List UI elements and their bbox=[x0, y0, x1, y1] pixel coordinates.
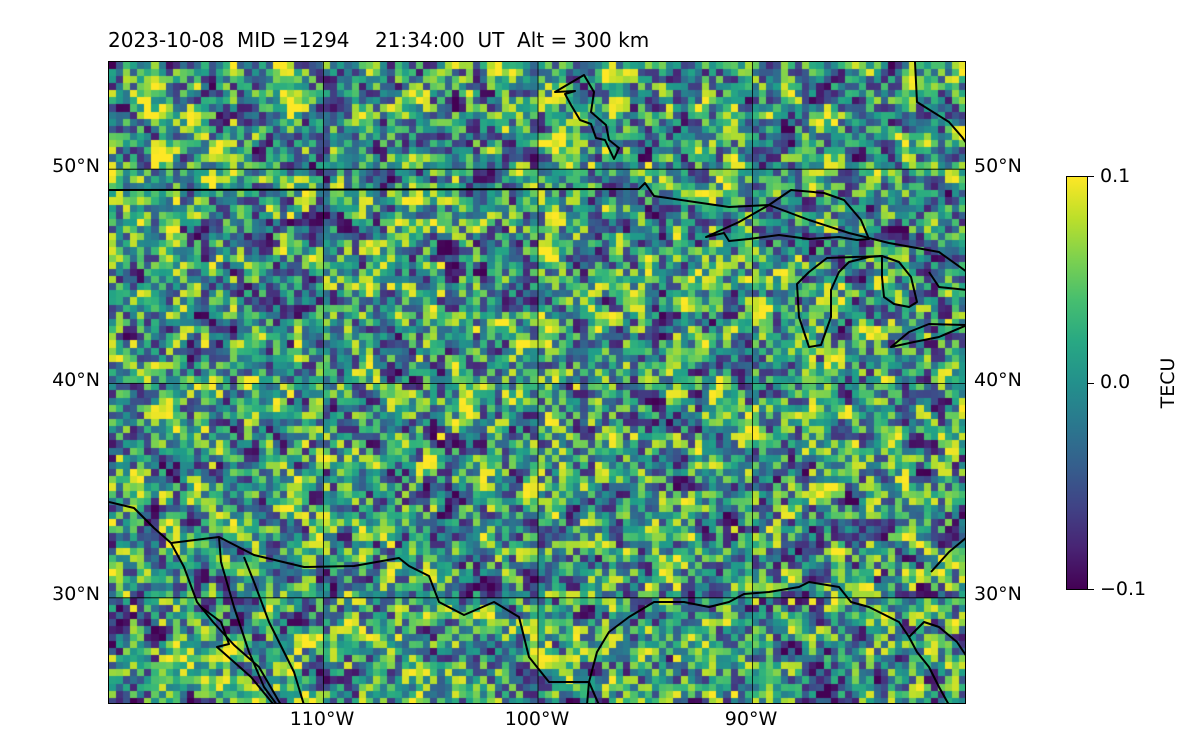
gulf-of-california bbox=[243, 556, 305, 703]
map-title: 2023-10-08 MID =1294 21:34:00 UT Alt = 3… bbox=[108, 28, 650, 52]
colorbar bbox=[1066, 176, 1088, 590]
lake-superior bbox=[705, 189, 870, 242]
lake-ontario-shore bbox=[928, 271, 965, 291]
colorbar-tick bbox=[1088, 176, 1094, 177]
pacific-coast bbox=[109, 501, 281, 703]
atlantic-coast bbox=[930, 537, 965, 573]
lon-label: 100°W bbox=[504, 708, 570, 730]
colorbar-label: TECU bbox=[1157, 357, 1179, 409]
graticule bbox=[109, 62, 965, 703]
us-canada-border bbox=[109, 182, 965, 272]
james-bay-shore bbox=[554, 74, 620, 160]
colorbar-tick bbox=[1088, 383, 1094, 384]
lat-label: 50°N bbox=[974, 155, 1022, 177]
gulf-coast bbox=[586, 581, 950, 703]
baja-west-coast bbox=[200, 606, 274, 703]
lat-label: 40°N bbox=[974, 369, 1022, 391]
lat-label: 50°N bbox=[52, 155, 100, 177]
tec-map bbox=[108, 61, 966, 704]
coastlines-and-borders bbox=[109, 62, 965, 703]
us-mexico-border bbox=[170, 536, 600, 703]
colorbar-tick-label: 0.1 bbox=[1100, 165, 1131, 187]
colorbar-tick-label: 0.0 bbox=[1100, 371, 1131, 393]
colorbar-tick bbox=[1088, 589, 1094, 590]
lake-erie bbox=[890, 323, 965, 348]
lake-michigan bbox=[796, 255, 883, 348]
northeast-coast bbox=[914, 62, 965, 143]
lon-label: 90°W bbox=[724, 708, 778, 730]
lake-huron bbox=[881, 255, 918, 308]
lat-label: 30°N bbox=[52, 583, 100, 605]
baja-peninsula bbox=[218, 536, 277, 703]
lat-label: 40°N bbox=[52, 369, 100, 391]
colorbar-tick-label: −0.1 bbox=[1100, 578, 1147, 600]
lon-label: 110°W bbox=[289, 708, 355, 730]
map-overlay bbox=[109, 62, 965, 703]
lat-label: 30°N bbox=[974, 583, 1022, 605]
florida-west bbox=[908, 621, 965, 656]
